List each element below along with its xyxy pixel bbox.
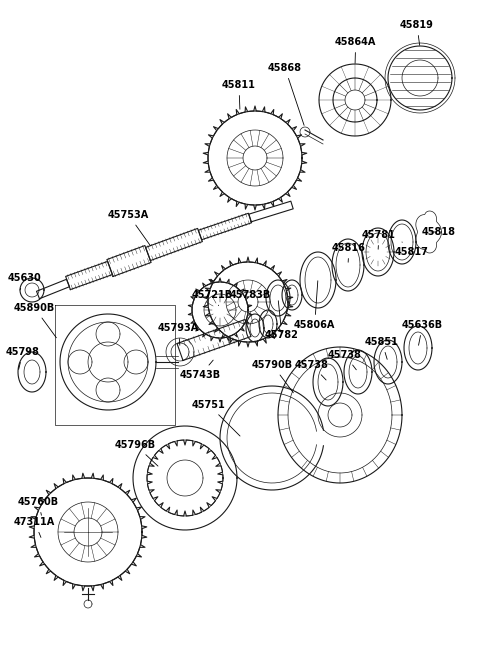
Text: 45781: 45781 — [362, 230, 396, 249]
Text: 45721B: 45721B — [192, 290, 233, 306]
Text: 45636B: 45636B — [402, 320, 443, 345]
Text: 45738: 45738 — [328, 350, 362, 370]
Text: 45751: 45751 — [192, 400, 240, 436]
Text: 45818: 45818 — [422, 227, 456, 237]
Text: 45819: 45819 — [400, 20, 434, 45]
Text: 45798: 45798 — [6, 347, 40, 369]
Text: 45851: 45851 — [365, 337, 399, 359]
Text: 45760B: 45760B — [18, 497, 59, 515]
Text: 45890B: 45890B — [14, 303, 56, 338]
Text: 45817: 45817 — [395, 242, 429, 257]
Text: 45738: 45738 — [295, 360, 329, 380]
Text: 47311A: 47311A — [14, 517, 55, 537]
Text: 45782: 45782 — [265, 300, 299, 340]
Text: 45743B: 45743B — [180, 360, 221, 380]
Text: 45790B: 45790B — [252, 360, 293, 393]
Text: 45753A: 45753A — [108, 210, 150, 246]
Text: 45630: 45630 — [8, 273, 42, 290]
Text: 45811: 45811 — [222, 80, 256, 110]
Text: 45783B: 45783B — [230, 290, 271, 308]
Text: 45864A: 45864A — [335, 37, 376, 63]
Text: 45793A: 45793A — [158, 323, 199, 345]
Text: 45868: 45868 — [268, 63, 304, 125]
Text: 45816: 45816 — [332, 243, 366, 262]
Text: 45806A: 45806A — [294, 281, 336, 330]
Text: 45796B: 45796B — [115, 440, 158, 466]
